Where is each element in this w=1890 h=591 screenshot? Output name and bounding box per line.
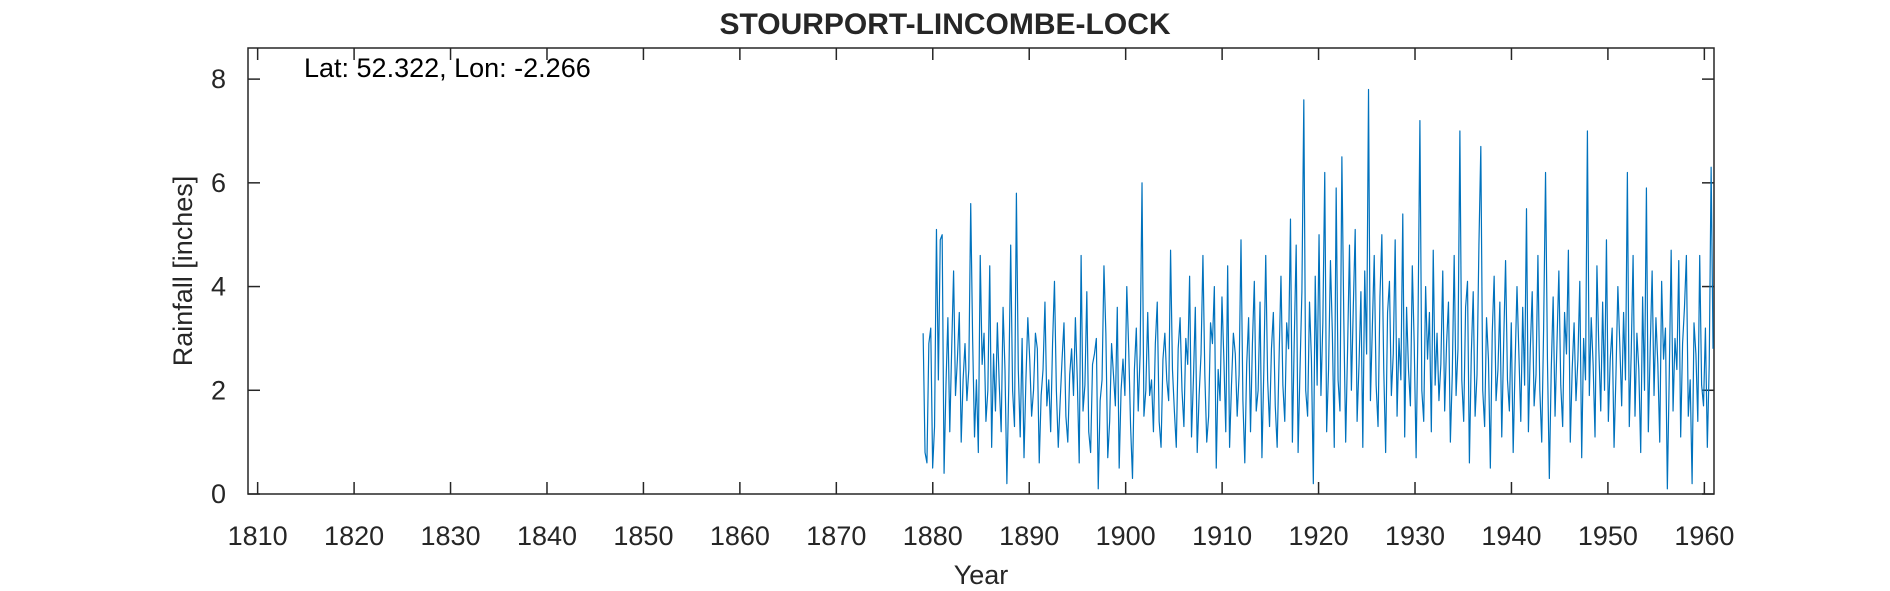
x-tick-label: 1960	[1674, 521, 1734, 551]
y-tick-label: 8	[211, 64, 226, 94]
x-tick-label: 1930	[1385, 521, 1445, 551]
station-location-annotation: Lat: 52.322, Lon: -2.266	[304, 53, 591, 83]
x-tick-label: 1910	[1192, 521, 1252, 551]
x-tick-label: 1830	[421, 521, 481, 551]
x-tick-label: 1840	[517, 521, 577, 551]
y-tick-label: 4	[211, 272, 226, 302]
x-tick-label: 1860	[710, 521, 770, 551]
x-tick-label: 1890	[999, 521, 1059, 551]
y-tick-label: 2	[211, 375, 226, 405]
rainfall-series-line	[922, 88, 1714, 490]
y-tick-label: 6	[211, 168, 226, 198]
x-tick-label: 1900	[1096, 521, 1156, 551]
y-tick-label: 0	[211, 479, 226, 509]
chart-title: STOURPORT-LINCOMBE-LOCK	[719, 8, 1170, 41]
x-tick-label: 1920	[1289, 521, 1349, 551]
x-tick-label: 1950	[1578, 521, 1638, 551]
x-tick-label: 1850	[613, 521, 673, 551]
x-tick-label: 1870	[806, 521, 866, 551]
x-axis-label: Year	[954, 560, 1009, 590]
x-tick-label: 1880	[903, 521, 963, 551]
y-axis-label: Rainfall [inches]	[168, 176, 198, 367]
x-tick-label: 1810	[228, 521, 288, 551]
x-axis: 1810 1820 1830 1840 1850 1860 1870 1880 1890 1900…	[228, 48, 1734, 551]
x-tick-label: 1940	[1481, 521, 1541, 551]
x-tick-label: 1820	[324, 521, 384, 551]
